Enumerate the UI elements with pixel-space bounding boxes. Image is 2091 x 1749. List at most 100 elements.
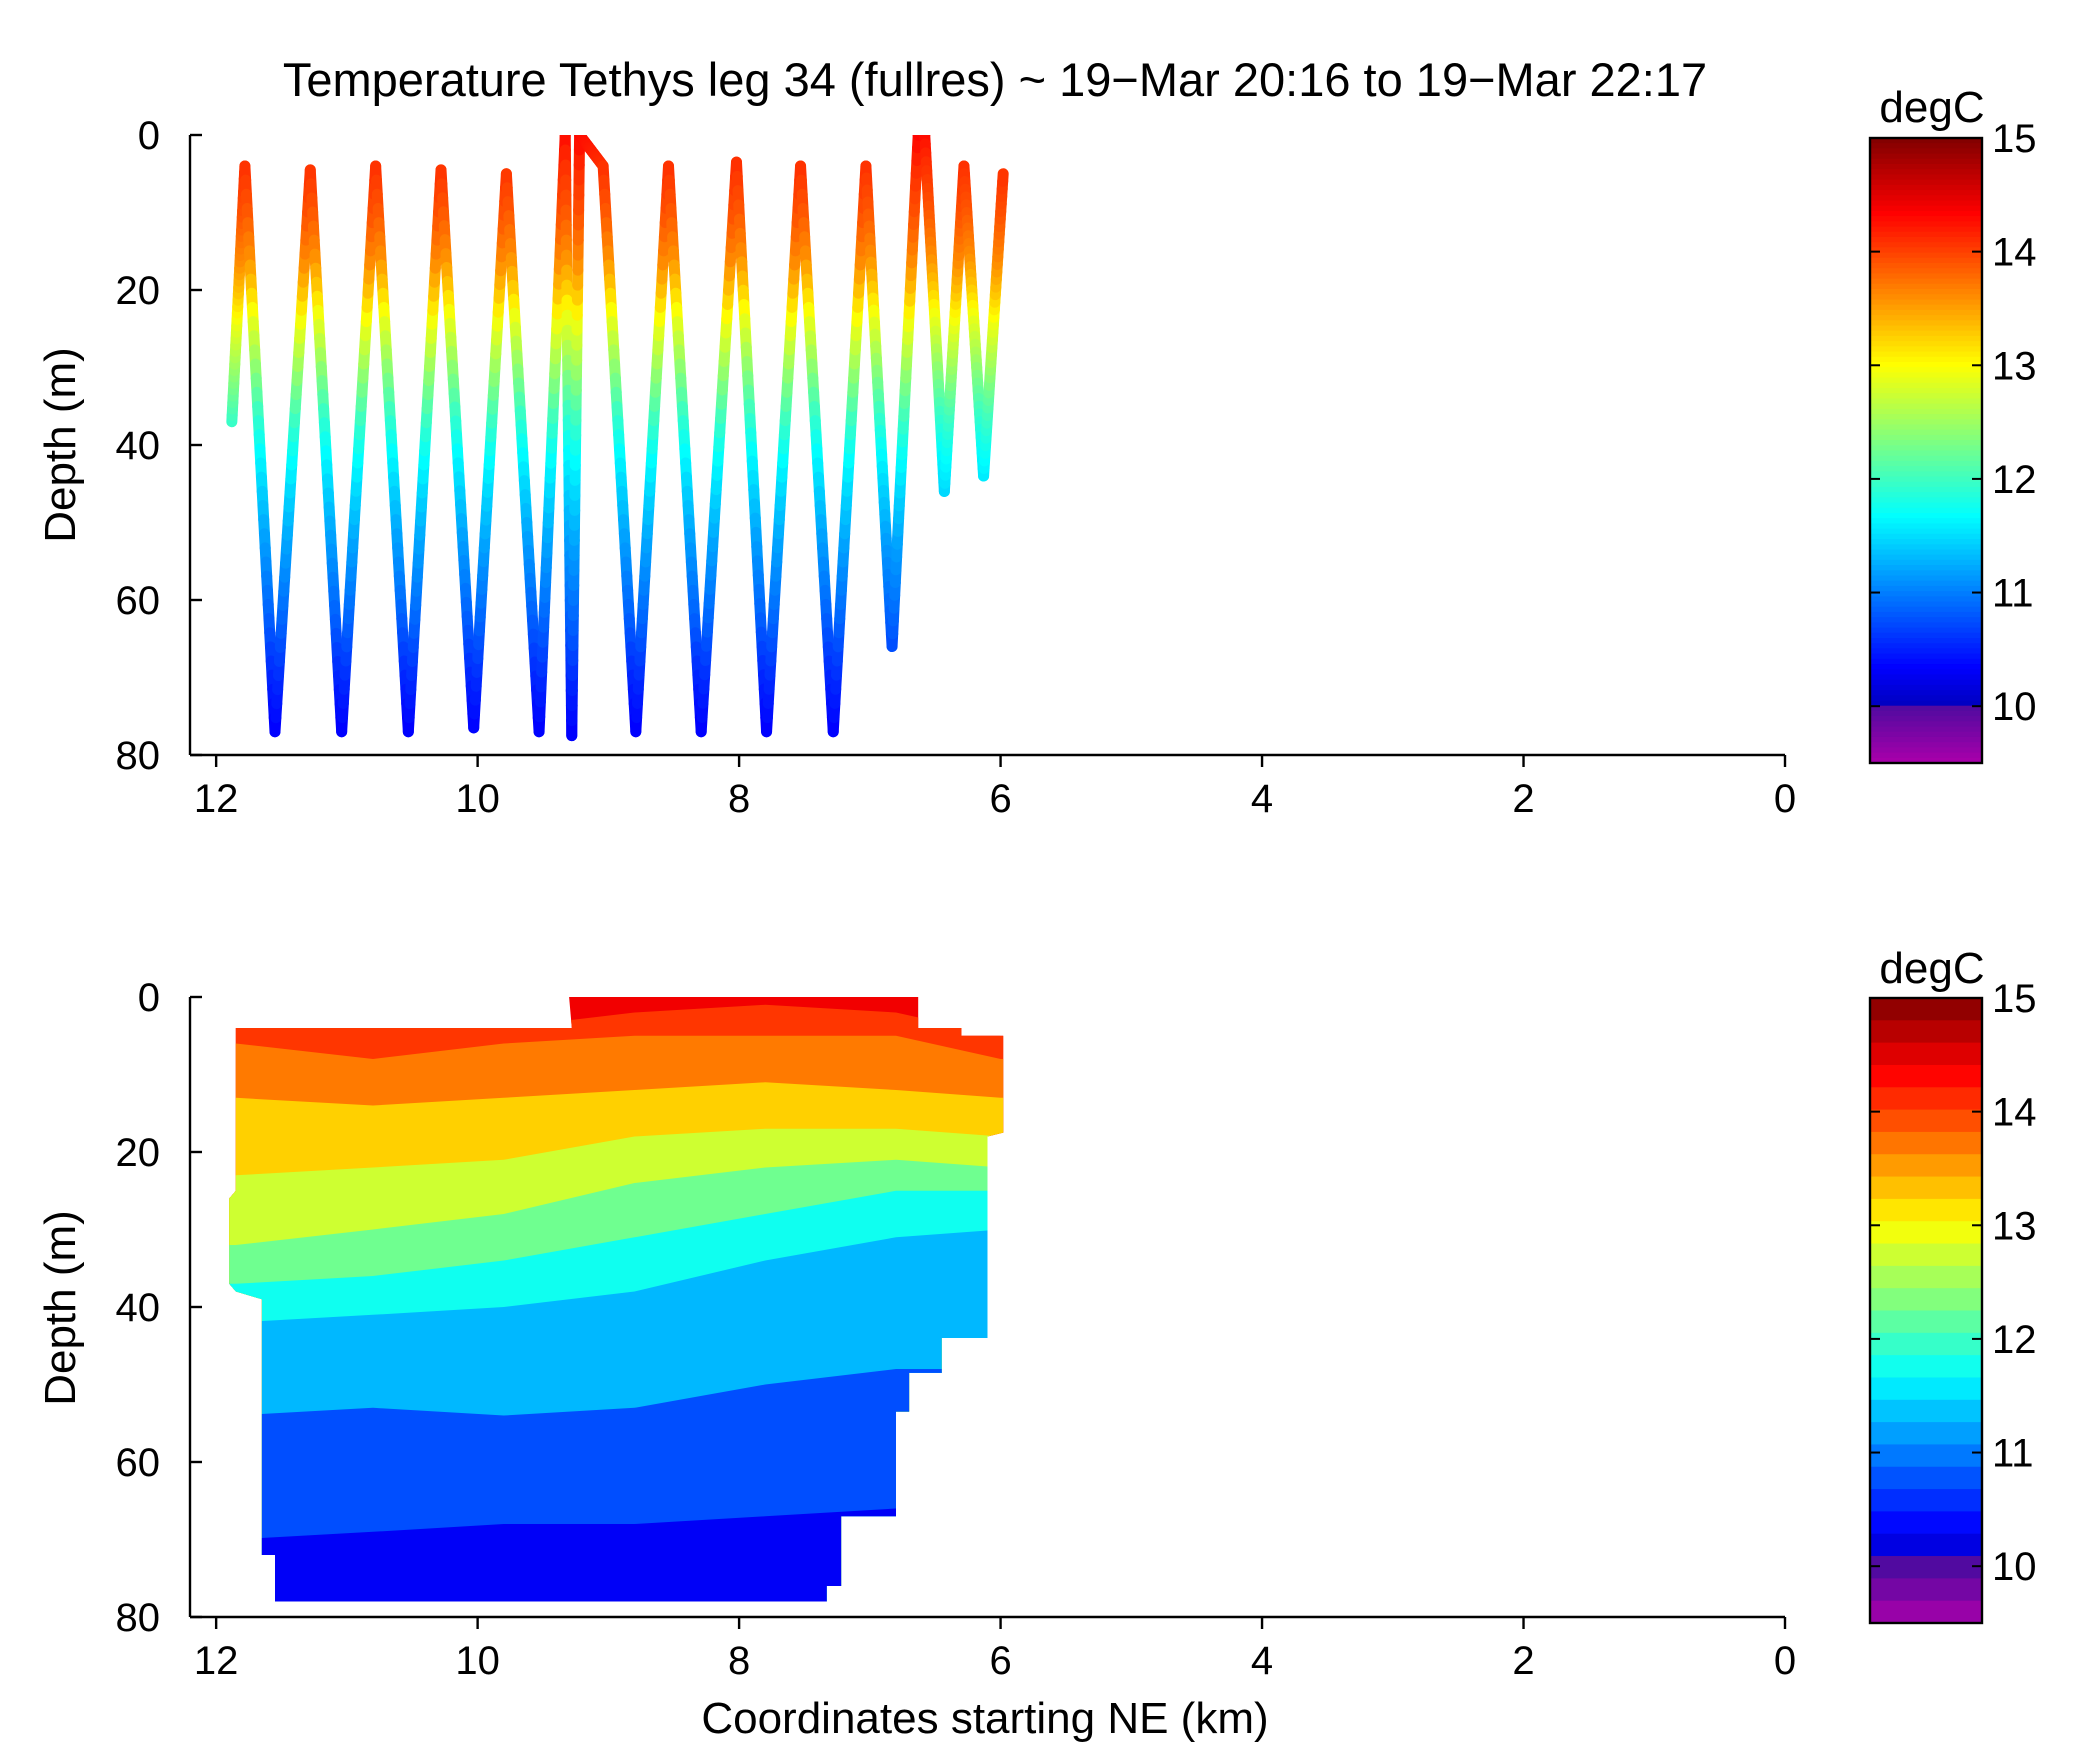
bottom-colorbar-step	[1870, 1265, 1982, 1289]
top-colorbar-step	[1870, 236, 1982, 243]
bottom-x-tick-label: 12	[194, 1639, 239, 1683]
top-colorbar-step	[1870, 429, 1982, 436]
bottom-colorbar-step	[1870, 1332, 1982, 1356]
top-colorbar-step	[1870, 361, 1982, 368]
top-colorbar-step	[1870, 632, 1982, 639]
top-colorbar-step	[1870, 414, 1982, 420]
top-colorbar-step	[1870, 252, 1982, 259]
top-colorbar-step	[1870, 278, 1982, 285]
top-colorbar-step	[1870, 195, 1982, 202]
top-colorbar-step	[1870, 268, 1982, 275]
top-colorbar-tick-label: 14	[1992, 231, 2037, 275]
top-colorbar-step	[1870, 398, 1982, 405]
top-colorbar-step	[1870, 356, 1982, 363]
bottom-colorbar-label: degC	[1879, 944, 1984, 993]
top-colorbar-step	[1870, 664, 1982, 670]
top-colorbar-step	[1870, 403, 1982, 410]
bottom-colorbar-step	[1870, 1399, 1982, 1423]
top-colorbar-step	[1870, 424, 1982, 431]
top-colorbar-tick-label: 12	[1992, 458, 2037, 502]
bottom-colorbar-tick-label: 10	[1992, 1545, 2037, 1589]
top-y-tick-label: 60	[116, 579, 161, 623]
bottom-x-tick-label: 10	[455, 1639, 500, 1683]
bottom-colorbar-step	[1870, 1533, 1982, 1557]
top-colorbar-step	[1870, 179, 1982, 186]
top-colorbar-step	[1870, 570, 1982, 577]
top-colorbar-step	[1870, 507, 1982, 514]
bottom-y-tick-label: 0	[138, 976, 160, 1020]
top-colorbar-step	[1870, 242, 1982, 248]
top-colorbar-step	[1870, 580, 1982, 587]
top-colorbar-step	[1870, 544, 1982, 551]
top-colorbar-step	[1870, 455, 1982, 462]
top-colorbar-tick-label: 15	[1992, 117, 2037, 161]
top-colorbar-step	[1870, 263, 1982, 269]
top-colorbar-step	[1870, 445, 1982, 452]
top-colorbar-step	[1870, 377, 1982, 384]
top-colorbar-step	[1870, 164, 1982, 170]
top-colorbar-step	[1870, 148, 1982, 155]
bottom-colorbar-step	[1870, 1489, 1982, 1512]
top-colorbar-step	[1870, 231, 1982, 238]
top-colorbar-step	[1870, 294, 1982, 301]
contour-band	[229, 1508, 1004, 1602]
bottom-colorbar-step	[1870, 1109, 1982, 1133]
top-colorbar-step	[1870, 559, 1982, 566]
top-colorbar-step	[1870, 216, 1982, 222]
top-colorbar-step	[1870, 674, 1982, 681]
top-colorbar-step	[1870, 648, 1982, 655]
top-colorbar-step	[1870, 158, 1982, 165]
top-colorbar-step	[1870, 153, 1982, 160]
top-colorbar-step	[1870, 575, 1982, 582]
top-x-tick-label: 2	[1512, 777, 1534, 821]
bottom-colorbar: degC 10 11 12 13 14 15	[1868, 944, 2037, 1625]
bottom-colorbar-step	[1870, 1176, 1982, 1200]
top-colorbar-step	[1870, 341, 1982, 347]
bottom-colorbar-step	[1870, 1020, 1982, 1044]
top-colorbar-step	[1870, 382, 1982, 389]
bottom-colorbar-step	[1870, 1556, 1982, 1579]
top-colorbar-step	[1870, 210, 1982, 217]
bottom-colorbar-step	[1870, 1198, 1982, 1222]
top-colorbar-step	[1870, 747, 1982, 754]
top-colorbar-step	[1870, 700, 1982, 707]
top-colorbar-step	[1870, 539, 1982, 545]
top-colorbar-step	[1870, 528, 1982, 535]
top-x-tick-label: 6	[989, 777, 1011, 821]
top-colorbar-step	[1870, 736, 1982, 743]
top-colorbar-step	[1870, 169, 1982, 176]
bottom-colorbar-step	[1870, 1578, 1982, 1602]
top-colorbar-step	[1870, 601, 1982, 608]
bottom-colorbar-tick-label: 13	[1992, 1204, 2037, 1248]
top-colorbar-step	[1870, 622, 1982, 629]
top-colorbar-step	[1870, 653, 1982, 660]
top-colorbar-step	[1870, 695, 1982, 702]
top-colorbar-step	[1870, 710, 1982, 717]
top-colorbar-step	[1870, 372, 1982, 379]
top-colorbar-step	[1870, 523, 1982, 530]
bottom-x-axis-label: Coordinates starting NE (km)	[701, 1694, 1268, 1743]
top-colorbar-step	[1870, 742, 1982, 748]
bottom-y-tick-label: 40	[116, 1286, 161, 1330]
bottom-x-tick-label: 2	[1512, 1639, 1534, 1683]
top-colorbar-step	[1870, 643, 1982, 650]
top-colorbar-step	[1870, 273, 1982, 280]
bottom-y-tick-label: 80	[116, 1596, 161, 1640]
top-colorbar-step	[1870, 627, 1982, 634]
top-colorbar-step	[1870, 731, 1982, 738]
top-colorbar-step	[1870, 367, 1982, 373]
top-colorbar: degC 10 11 12 13 14 15	[1868, 83, 2037, 765]
figure-title: Temperature Tethys leg 34 (fullres) ~ 19…	[283, 53, 1707, 106]
top-colorbar-step	[1870, 533, 1982, 540]
top-colorbar-step	[1870, 466, 1982, 472]
top-colorbar-frame	[1868, 136, 1984, 765]
top-y-axis-label: Depth (m)	[36, 347, 85, 543]
top-colorbar-step	[1870, 513, 1982, 519]
bottom-colorbar-step	[1870, 1131, 1982, 1155]
bottom-colorbar-step	[1870, 998, 1982, 1021]
top-colorbar-tick-label: 13	[1992, 344, 2037, 388]
bottom-colorbar-step	[1870, 1310, 1982, 1334]
